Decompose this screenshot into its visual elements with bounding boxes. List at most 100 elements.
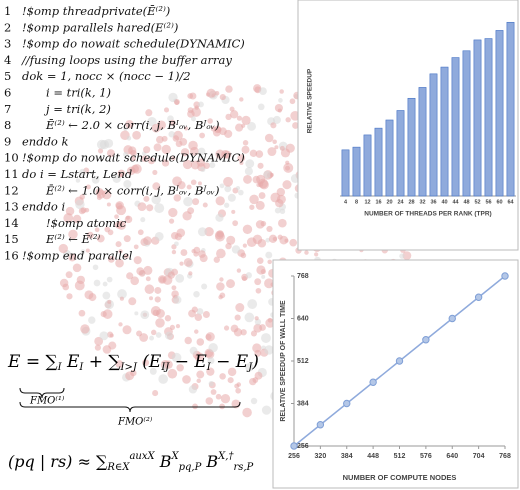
bar	[440, 66, 449, 197]
atom	[187, 107, 194, 114]
atom	[263, 170, 271, 179]
line-number: 1	[4, 4, 11, 18]
atom	[275, 199, 284, 208]
atom	[213, 256, 220, 263]
atom	[207, 357, 215, 365]
atom	[106, 149, 115, 158]
atom	[173, 295, 182, 305]
atom	[244, 312, 255, 323]
equation-part: I	[57, 362, 63, 373]
atom	[125, 119, 134, 129]
atom	[249, 194, 259, 205]
bar	[473, 39, 482, 197]
atom	[171, 285, 177, 291]
equation-part: − E	[211, 352, 249, 372]
atom	[223, 176, 234, 187]
equation-part: I	[206, 362, 212, 373]
atom	[244, 167, 253, 176]
atom	[241, 145, 250, 154]
atom	[264, 133, 274, 143]
atom	[68, 229, 78, 240]
atom	[144, 284, 155, 295]
atom	[114, 221, 123, 229]
atom	[132, 130, 141, 140]
atom	[169, 119, 176, 126]
code-line: E⁽²⁾ ← Ē⁽²⁾	[45, 232, 100, 246]
atom	[118, 322, 123, 327]
equation-part: E = ∑	[7, 352, 58, 372]
equation-part: R∈X	[106, 462, 130, 473]
atom	[234, 383, 240, 389]
equation-part: auxX	[129, 451, 155, 462]
atom	[261, 333, 271, 343]
atom	[107, 255, 115, 263]
x-tick-label: 8	[355, 199, 358, 205]
atom	[250, 397, 258, 405]
atom	[225, 85, 233, 93]
bar	[484, 38, 493, 197]
x-axis-title: NUMBER OF THREADS PER RANK (TPR)	[364, 211, 491, 218]
atom	[215, 393, 222, 400]
line-number: 7	[4, 102, 11, 116]
x-tick-label: 512	[394, 453, 406, 460]
bar	[352, 146, 361, 197]
atom	[266, 225, 273, 233]
atom	[115, 360, 124, 368]
atom	[65, 271, 73, 279]
atom	[267, 147, 277, 157]
atom	[254, 318, 262, 326]
code-line: !$omp end parallel	[22, 249, 133, 263]
x-tick-label: 384	[341, 453, 353, 460]
atom	[152, 169, 158, 176]
atom	[136, 330, 143, 337]
atom	[137, 229, 144, 236]
equation-part: I>J	[120, 362, 138, 373]
point	[290, 442, 298, 450]
atom	[188, 140, 198, 151]
atom	[236, 268, 242, 273]
y-axis-title: RELATIVE SPEEDUP	[307, 68, 314, 133]
code-line: Ē⁽²⁾ ← 2.0 × corr(i, j, Bᴵₒᵥ, Bᴶₒᵥ)	[45, 118, 219, 132]
atom	[171, 268, 179, 276]
atom	[215, 213, 224, 222]
atom	[140, 217, 146, 223]
atom	[240, 329, 247, 336]
point	[501, 272, 509, 280]
atom	[94, 344, 101, 351]
atom	[192, 403, 198, 410]
atom	[96, 195, 102, 201]
atom	[255, 200, 265, 210]
atom	[278, 98, 283, 103]
atom	[252, 234, 263, 245]
line-number: 8	[4, 118, 11, 132]
atom	[131, 164, 139, 173]
equation-part: (pq | rs) ≈ ∑	[8, 452, 108, 471]
atom	[198, 101, 204, 108]
atom	[304, 250, 309, 255]
atom	[94, 227, 100, 233]
atom	[175, 273, 185, 283]
line-number: 6	[4, 86, 11, 100]
atom	[75, 178, 81, 183]
x-tick-label: 48	[463, 199, 469, 205]
atom	[278, 218, 287, 228]
atom	[143, 236, 152, 245]
atom	[203, 162, 211, 169]
atom	[180, 148, 190, 157]
atom	[96, 234, 105, 243]
atom	[72, 214, 82, 224]
atom	[134, 311, 139, 316]
x-tick-label: 448	[367, 453, 379, 460]
atom	[224, 202, 230, 208]
atom	[126, 272, 134, 280]
atom	[184, 336, 192, 345]
atom	[146, 204, 154, 212]
atom	[227, 377, 234, 384]
bar	[451, 57, 460, 197]
atom	[74, 280, 85, 291]
bar	[418, 87, 427, 197]
atom	[66, 293, 73, 300]
atom	[171, 155, 176, 161]
atom	[174, 241, 179, 247]
bar	[363, 134, 372, 197]
